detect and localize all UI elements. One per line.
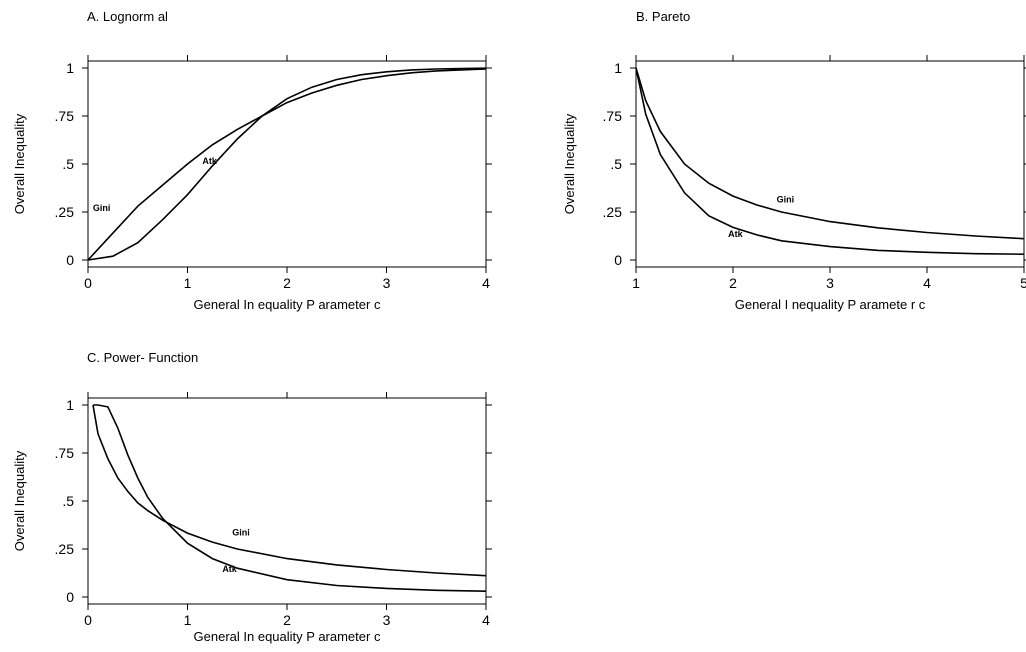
x-tick-label: 3: [826, 275, 834, 291]
x-tick-label: 2: [729, 275, 737, 291]
y-tick-label: .75: [55, 108, 75, 124]
y-tick-label: 1: [614, 60, 622, 76]
x-tick-label: 0: [84, 612, 92, 628]
y-tick-label: .25: [55, 541, 75, 557]
y-tick-label: 1: [66, 397, 74, 413]
y-tick-label: 1: [66, 60, 74, 76]
curve-label-atk: Atk: [222, 564, 237, 574]
series-line-atk: [93, 404, 487, 592]
x-tick-label: 1: [184, 612, 192, 628]
x-tick-label: 4: [923, 275, 931, 291]
curve-label-atk: Atk: [728, 229, 743, 239]
y-tick-label: 0: [66, 589, 74, 605]
series-line-gini: [635, 67, 1025, 240]
plot-frame: [87, 60, 487, 268]
curve-label-gini: Gini: [232, 528, 250, 538]
series-line-atk: [87, 67, 487, 261]
y-tick-label: .25: [55, 204, 75, 220]
y-tick-label: 0: [614, 252, 622, 268]
plot-frame: [87, 397, 487, 605]
y-tick-label: .5: [610, 156, 622, 172]
y-tick-label: .25: [603, 204, 623, 220]
chart-panel-2: B. Pareto 1 2 3 4 5 0 .25 .5 .75 1 General I nequal…: [562, 9, 1026, 312]
chart-title: C. Power- Function: [87, 350, 198, 365]
series-line-gini: [87, 68, 487, 261]
x-axis-label: General In equality P arameter c: [194, 297, 381, 312]
y-axis-label: Overall Inequality: [12, 450, 27, 551]
curve-label-gini: Gini: [93, 203, 111, 213]
x-tick-label: 5: [1020, 275, 1026, 291]
x-tick-label: 3: [383, 275, 391, 291]
x-tick-label: 3: [383, 612, 391, 628]
y-tick-label: .5: [62, 493, 74, 509]
y-tick-label: .75: [603, 108, 623, 124]
x-tick-label: 4: [482, 275, 490, 291]
series-line-atk: [635, 67, 1025, 255]
x-tick-label: 1: [632, 275, 640, 291]
x-tick-label: 0: [84, 275, 92, 291]
x-tick-label: 2: [283, 275, 291, 291]
curve-label-gini: Gini: [777, 194, 795, 204]
x-tick-label: 4: [482, 612, 490, 628]
curve-label-atk: Atk: [202, 156, 217, 166]
chart-title: A. Lognorm al: [87, 9, 168, 24]
x-tick-label: 1: [184, 275, 192, 291]
x-axis-label: General In equality P arameter c: [194, 629, 381, 644]
y-axis-label: Overall Inequality: [12, 113, 27, 214]
x-tick-label: 2: [283, 612, 291, 628]
series-line-gini: [92, 404, 487, 577]
chart-title: B. Pareto: [636, 9, 690, 24]
y-tick-label: 0: [66, 252, 74, 268]
x-axis-label: General I nequality P aramete r c: [735, 297, 926, 312]
y-axis-label: Overall Inequality: [562, 113, 577, 214]
y-tick-label: .5: [62, 156, 74, 172]
y-tick-label: .75: [55, 445, 75, 461]
